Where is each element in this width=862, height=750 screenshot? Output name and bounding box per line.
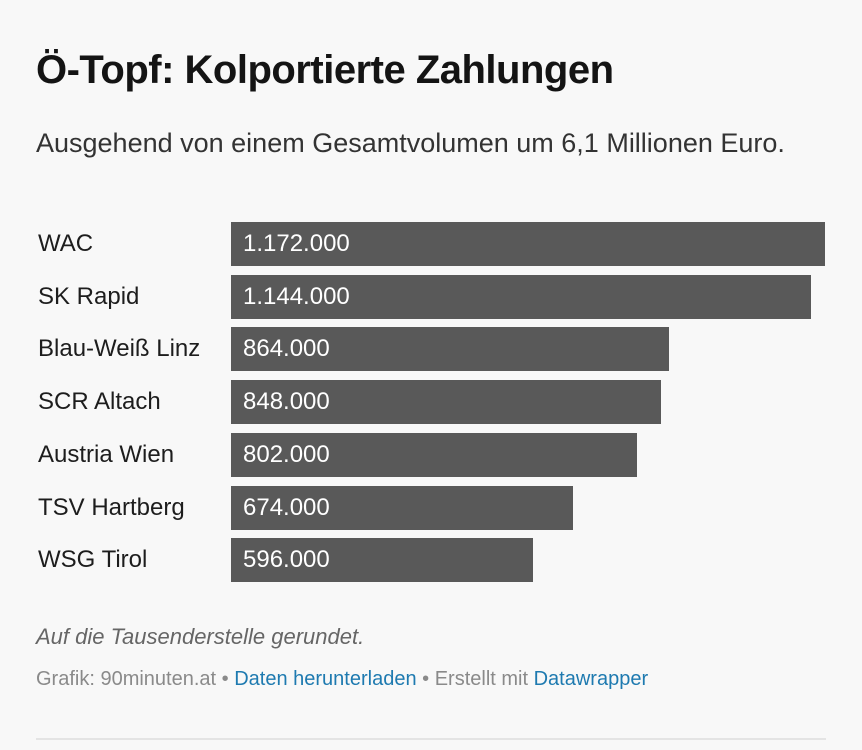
bar-value-label: 1.144.000	[243, 282, 350, 310]
bar-value-label: 596.000	[243, 546, 330, 574]
bottom-divider	[36, 738, 826, 740]
bar-row: Blau-Weiß Linz 864.000	[36, 327, 826, 372]
chart-footer: Grafik: 90minuten.at • Daten herunterlad…	[36, 668, 648, 691]
bar-row: WAC 1.172.000	[36, 222, 826, 266]
chart-note: Auf die Tausenderstelle gerundet.	[36, 624, 365, 649]
category-label: SCR Altach	[38, 388, 161, 416]
footer-separator: •	[416, 668, 435, 690]
bar-row: Austria Wien 802.000	[36, 432, 826, 477]
bar-row: WSG Tirol 596.000	[36, 538, 826, 583]
category-label: WAC	[38, 230, 94, 257]
bar-chart: WAC 1.172.000 SK Rapid 1.144.000 Blau-Weiß L…	[36, 222, 826, 584]
category-label: Austria Wien	[38, 440, 175, 468]
bar	[231, 327, 669, 372]
download-data-link[interactable]: Daten herunterladen	[234, 668, 417, 690]
bar-value-label: 864.000	[243, 335, 330, 363]
datawrapper-link[interactable]: Datawrapper	[533, 668, 649, 690]
chart-title: Ö-Topf: Kolportierte Zahlungen	[36, 48, 614, 92]
bar	[231, 380, 661, 425]
bar	[231, 222, 825, 266]
category-label: TSV Hartberg	[38, 493, 185, 521]
bar	[231, 432, 637, 477]
category-label: Blau-Weiß Linz	[38, 335, 201, 363]
bar-value-label: 848.000	[243, 388, 330, 416]
bar	[231, 538, 533, 583]
category-label: SK Rapid	[38, 282, 140, 310]
bar-value-label: 802.000	[243, 440, 330, 468]
made-with-text: Erstellt mit	[434, 668, 534, 690]
category-label: WSG Tirol	[38, 546, 148, 574]
bar	[231, 274, 811, 319]
bar-row: TSV Hartberg 674.000	[36, 485, 826, 530]
footer-separator: •	[216, 668, 235, 690]
bar-row: SK Rapid 1.144.000	[36, 274, 826, 319]
bar	[231, 485, 573, 530]
bar-value-label: 1.172.000	[243, 230, 350, 257]
bar-value-label: 674.000	[243, 493, 330, 521]
chart-subtitle: Ausgehend von einem Gesamtvolumen um 6,1…	[36, 128, 785, 158]
bar-row: SCR Altach 848.000	[36, 380, 826, 425]
source-credit: Grafik: 90minuten.at	[36, 668, 217, 690]
